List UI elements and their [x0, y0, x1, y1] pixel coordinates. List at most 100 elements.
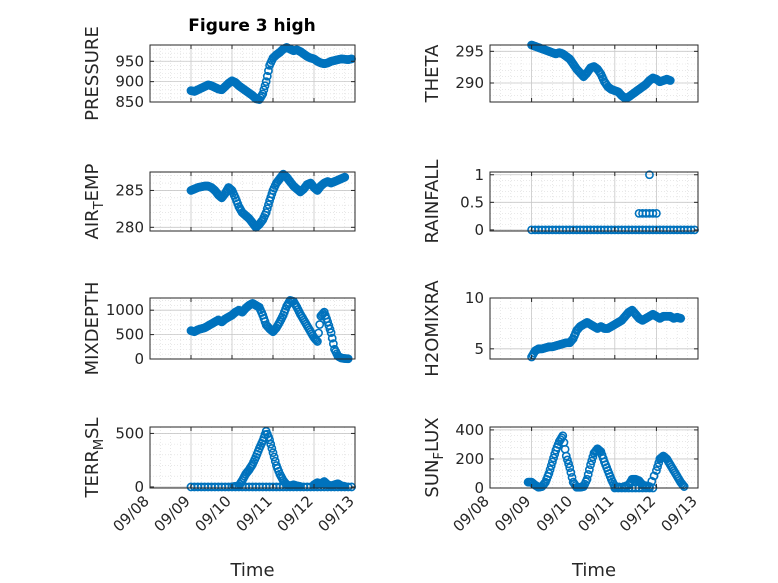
x-tick-label: 09/13: [658, 492, 701, 535]
y-axis-label: SUNFLUX: [422, 417, 447, 497]
x-axis-label: Time: [571, 560, 616, 581]
axes-box: [149, 171, 356, 232]
axes-box: [489, 297, 699, 360]
plot-area: [490, 172, 698, 231]
data-point: [262, 71, 272, 81]
data-point: [258, 89, 268, 99]
x-tick-label: 09/09: [151, 492, 194, 535]
data-point: [586, 460, 595, 470]
data-point: [264, 200, 273, 210]
x-tick-label: 09/12: [616, 492, 659, 535]
panels-group: 850 900 950 PRESSURE 290 295 THETA 280 285 AIRTEM…: [82, 26, 701, 581]
y-tick-label: 900: [115, 73, 144, 91]
y-tick-label: 950: [115, 52, 144, 70]
data-point: [340, 172, 350, 182]
y-axis-label: AIRTEMP: [82, 163, 107, 239]
data-point: [588, 452, 598, 462]
y-axis-label-rest: LUX: [422, 417, 443, 452]
y-tick-label: 280: [115, 218, 144, 236]
data-point: [265, 435, 274, 445]
y-axis-label: PRESSURE: [82, 26, 103, 121]
data-point: [584, 465, 594, 475]
y-axis-label: MIXDEPTH: [82, 282, 103, 376]
data-point: [268, 448, 278, 458]
data-point: [549, 453, 558, 463]
x-tick-label: 09/13: [315, 492, 358, 535]
data-point: [313, 337, 322, 346]
x-tick-label: 09/10: [192, 492, 235, 535]
panel-left-2: 280 285 AIRTEMP: [82, 163, 356, 239]
y-axis-label: H2OMIXRA: [422, 280, 443, 377]
data-point: [563, 455, 572, 465]
y-tick-label: 200: [455, 450, 484, 468]
x-tick-label: 09/08: [110, 492, 153, 535]
axes-box: [489, 171, 699, 232]
data-point: [539, 479, 549, 489]
data-point: [679, 482, 689, 491]
panel-right-1: 290 295 THETA: [422, 40, 699, 104]
axes-box: [149, 44, 356, 103]
axes-box: [149, 297, 356, 360]
data-point: [676, 313, 686, 323]
data-point: [314, 328, 323, 338]
panel-left-1: 850 900 950 PRESSURE: [82, 26, 356, 121]
axes-box: [489, 44, 699, 103]
x-tick-label: 09/08: [450, 492, 493, 535]
y-axis-label: THETA: [422, 44, 443, 104]
data-point: [583, 470, 593, 479]
y-tick-label: 500: [115, 424, 144, 442]
y-tick-label: 1: [474, 166, 484, 184]
data-point: [326, 328, 336, 338]
data-point: [678, 480, 688, 490]
y-axis-label: RAINFALL: [422, 160, 443, 244]
axes-box: [149, 426, 356, 489]
panel-right-2: 0 0.5 1 RAINFALL: [422, 160, 699, 244]
panel-right-3: 5 10 H2OMIXRA: [422, 280, 699, 377]
data-point: [548, 457, 557, 467]
y-axis-label-main: TERR: [82, 450, 103, 498]
y-axis-label-rest: EMP: [82, 163, 103, 201]
data-point: [327, 333, 337, 343]
y-tick-label: 0: [134, 478, 144, 496]
data-point: [315, 320, 325, 329]
data-point: [582, 474, 592, 484]
data-point: [262, 204, 272, 214]
y-axis-label-sub: M: [92, 439, 107, 450]
axes-box: [489, 426, 699, 489]
data-point: [295, 482, 305, 491]
data-point: [266, 439, 276, 449]
x-tick-label: 09/11: [574, 492, 617, 535]
data-point: [261, 77, 271, 87]
data-point: [648, 208, 658, 218]
data-point: [565, 463, 575, 473]
data-point: [260, 81, 270, 91]
data-point: [561, 451, 571, 461]
data-point: [266, 325, 276, 335]
data-point: [269, 452, 279, 462]
x-axis-label: Time: [229, 560, 274, 581]
data-point: [647, 476, 657, 486]
data-point: [587, 456, 597, 466]
data-point: [340, 481, 350, 491]
y-tick-label: 285: [115, 181, 144, 199]
data-point: [595, 446, 605, 456]
y-axis-label-main: AIR: [82, 209, 103, 239]
y-axis-label-sub: F: [432, 452, 447, 459]
y-axis-label-sub: T: [92, 201, 107, 210]
y-tick-label: 290: [455, 74, 484, 92]
data-point: [645, 482, 654, 491]
data-point: [665, 76, 675, 85]
data-point: [545, 465, 555, 475]
data-point: [566, 468, 576, 477]
y-tick-label: 400: [455, 421, 484, 439]
data-point: [546, 461, 556, 471]
y-axis-label-rest: SL: [82, 417, 103, 438]
y-axis-label-main: SUN: [422, 460, 443, 498]
y-tick-label: 850: [115, 93, 144, 111]
data-point: [645, 170, 654, 180]
x-tick-label: 09/09: [491, 492, 534, 535]
